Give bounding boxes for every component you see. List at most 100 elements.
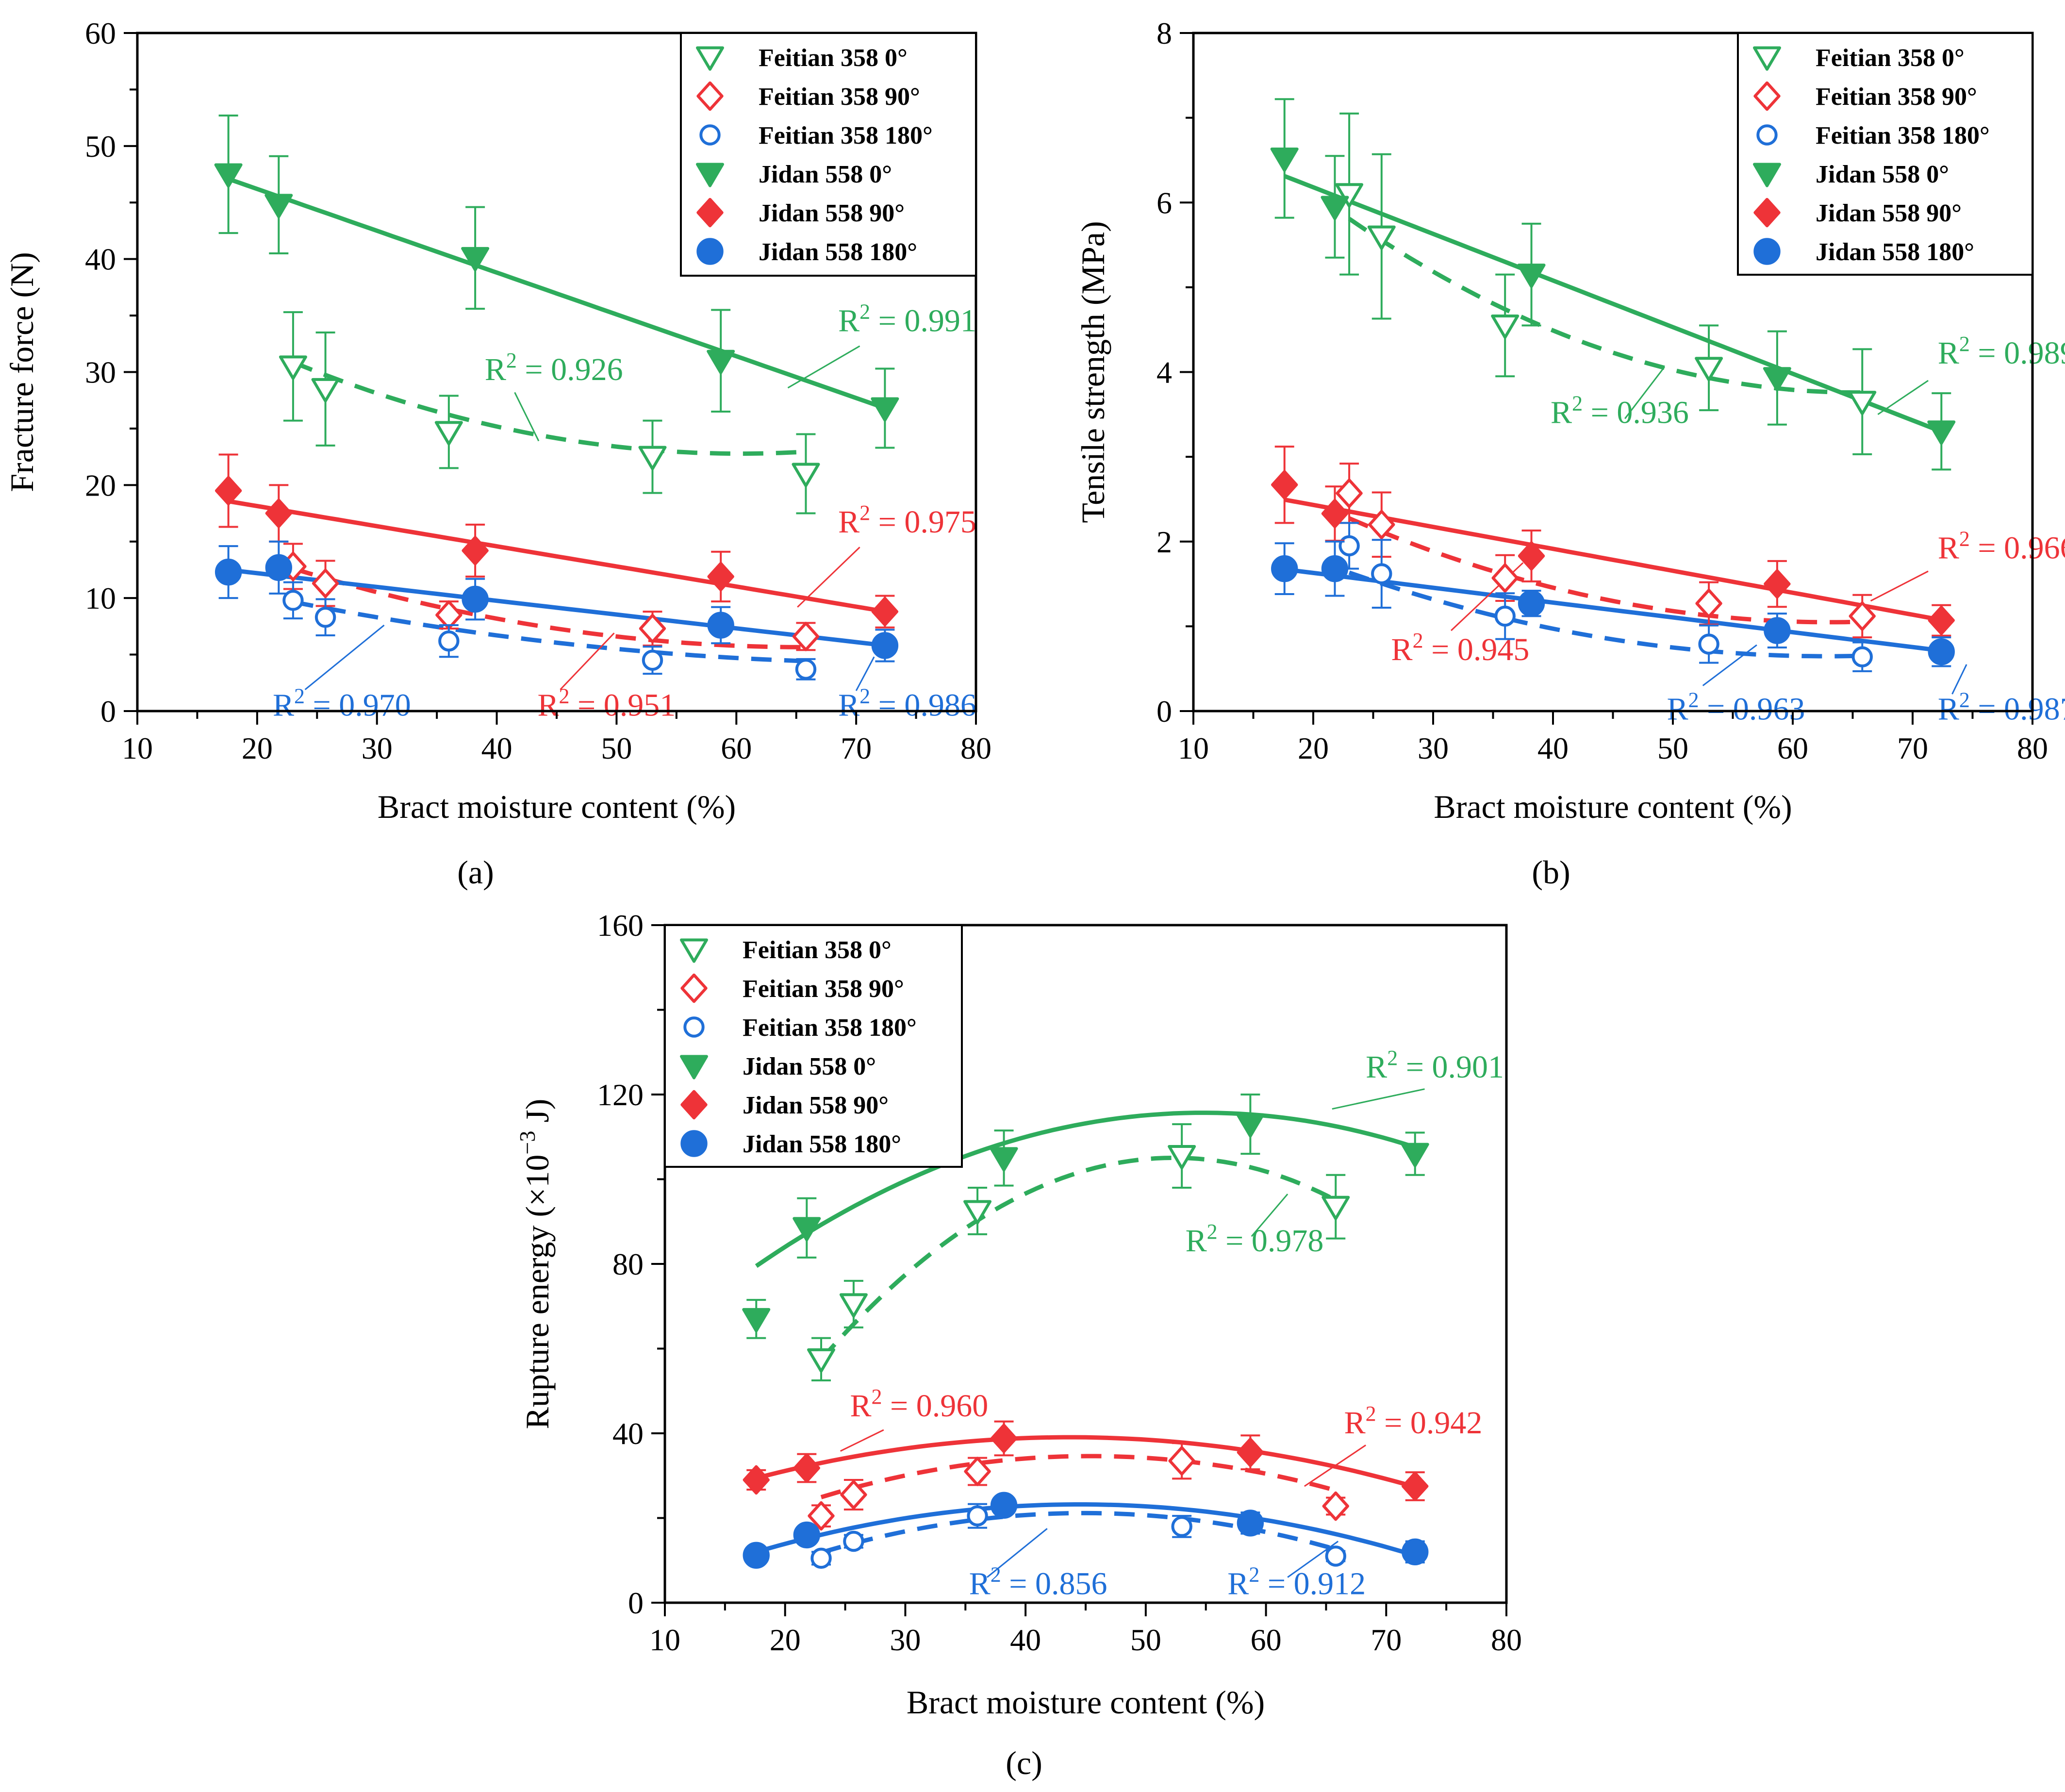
data-point [279,355,307,380]
r2-value: 0.963 [1733,691,1805,727]
legend-marker [683,1016,705,1038]
r2-value: 0.966 [2004,531,2065,566]
data-point [963,1200,992,1225]
r2-leader-line [514,392,540,442]
legend-item: Jidan 558 90° [1753,198,1962,228]
data-point [964,1457,991,1486]
data-point [1322,1491,1349,1521]
r2-equals: = [1583,395,1617,430]
y-tick-label: 160 [597,908,644,943]
data-point [264,194,293,218]
r2-annotation: R2 = 0.975 [838,501,976,540]
legend-item: Feitian 358 0° [680,936,892,964]
legend-label: Jidan 558 180° [1816,238,1974,266]
data-point [1517,264,1546,288]
x-tick-label: 30 [1418,731,1449,765]
legend-item: Jidan 558 0° [1753,161,1949,188]
y-tick-label: 60 [85,16,116,50]
fit-line-6 [1284,567,1942,653]
x-tick-label: 30 [362,731,393,765]
r2-annotation: R2 = 0.942 [1344,1402,1483,1441]
data-point [265,498,292,528]
r2-equals: = [1259,1566,1293,1602]
r2-leader-line [1304,1444,1367,1487]
data-point [462,536,489,565]
r2-superscript: 2 [1366,1402,1376,1426]
legend-label: Jidan 558 90° [1816,199,1962,227]
legend-item: Feitian 358 0° [696,44,908,72]
data-point [707,562,734,592]
fit-line-2 [820,1454,1337,1499]
r2-leader-line [1877,380,1929,415]
r2-equals: = [517,352,551,387]
r2-equals: = [1423,632,1457,667]
data-point [1764,569,1791,599]
r2-leader-line [304,624,385,690]
r2-prefix: R [485,352,506,387]
legend-marker [1753,81,1781,111]
legend-item: Feitian 358 90° [680,973,904,1003]
x-tick-label: 40 [481,731,512,765]
x-tick-label: 50 [1130,1623,1161,1657]
r2-value: 0.912 [1294,1566,1366,1602]
r2-superscript: 2 [1572,391,1583,415]
r2-superscript: 2 [859,501,870,525]
data-point [1764,617,1791,644]
legend-label: Feitian 358 0° [1816,44,1965,72]
legend-marker [696,46,724,71]
y-tick-label: 30 [85,355,116,390]
r2-prefix: R [969,1566,991,1602]
data-point [743,1542,770,1569]
x-tick-label: 80 [2017,731,2048,765]
y-tick-label: 10 [85,581,116,615]
r2-leader-line [1251,1194,1289,1237]
data-point [214,163,243,188]
r2-equals: = [305,687,339,723]
r2-leader-line [855,656,875,691]
x-tick-label: 50 [1657,731,1688,765]
r2-superscript: 2 [859,684,870,708]
data-point [265,554,292,581]
data-point [1271,470,1298,500]
legend-marker [1753,198,1781,228]
data-point [1927,420,1956,445]
data-point [1321,555,1349,582]
data-point [793,1453,821,1483]
fit-line-5 [1284,498,1942,622]
data-point [792,463,820,487]
r2-superscript: 2 [506,348,517,372]
x-tick-label: 10 [122,731,153,765]
data-point [314,607,336,628]
data-point [810,1547,832,1569]
data-point [215,476,242,506]
r2-annotation: R2 = 0.856 [969,1563,1107,1602]
r2-value: 0.970 [339,687,411,723]
fit-line-6 [756,1502,1416,1558]
y-tick-label: 0 [100,694,116,729]
r2-prefix: R [273,687,294,723]
r2-value: 0.951 [604,687,676,723]
data-point [1321,498,1349,529]
data-point [1325,1545,1346,1567]
r2-prefix: R [838,303,859,339]
data-point [312,568,339,598]
r2-prefix: R [1938,531,1959,566]
data-point [1336,478,1363,508]
fit-line-1 [292,360,806,456]
data-point [792,622,820,651]
legend-box [1737,32,2033,276]
data-point [795,659,817,680]
data-point [1171,1516,1192,1537]
r2-value: 0.926 [551,352,623,387]
r2-prefix: R [1938,691,1959,727]
r2-leader-line [1287,1541,1339,1578]
data-point [1271,555,1298,582]
data-point [1851,646,1873,667]
legend-label: Jidan 558 90° [743,1092,889,1119]
fit-line-4 [1284,174,1942,434]
y-tick-label: 40 [85,242,116,277]
r2-value: 0.960 [916,1388,989,1424]
r2-leader-line [560,632,615,690]
r2-leader-line [1951,664,1967,695]
